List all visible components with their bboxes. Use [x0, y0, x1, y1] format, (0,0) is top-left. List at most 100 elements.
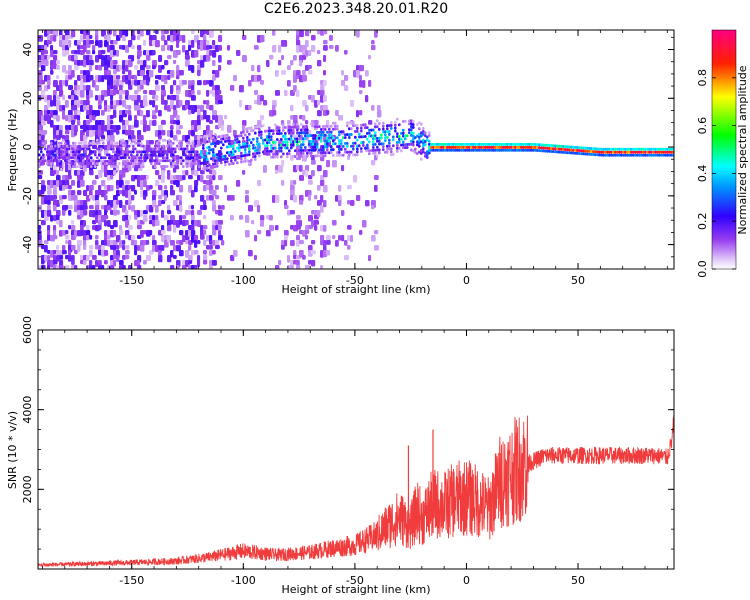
heatmap-cell	[269, 55, 274, 60]
heatmap-cell	[92, 180, 97, 185]
heatmap-cell	[612, 150, 615, 154]
heatmap-cell	[92, 45, 96, 51]
heatmap-cell	[250, 126, 253, 130]
heatmap-cell	[560, 144, 563, 148]
heatmap-cell	[176, 180, 180, 188]
heatmap-cell	[158, 138, 161, 142]
heatmap-cell	[506, 145, 509, 149]
heatmap-cell	[92, 159, 95, 163]
heatmap-cell	[70, 150, 73, 154]
heatmap-cell	[230, 144, 233, 148]
heatmap-cell	[44, 130, 48, 135]
snr-y-axis-title: SNR (10 * v/v)	[6, 411, 19, 489]
heatmap-cell	[572, 145, 575, 149]
heatmap-cell	[329, 45, 334, 49]
heatmap-cell	[137, 95, 141, 103]
heatmap-cell	[251, 220, 255, 225]
heatmap-cell	[53, 110, 58, 116]
heatmap-cell	[203, 80, 207, 86]
heatmap-cell	[80, 170, 85, 177]
heatmap-cell	[150, 147, 153, 151]
heatmap-cell	[172, 141, 175, 145]
heatmap-cell	[156, 159, 159, 163]
heatmap-cell	[56, 255, 60, 262]
heatmap-cell	[524, 142, 527, 146]
heatmap-cell	[41, 200, 45, 205]
heatmap-cell	[330, 124, 333, 128]
heatmap-cell	[162, 150, 165, 154]
heatmap-cell	[48, 156, 51, 160]
heatmap-cell	[140, 245, 145, 252]
heatmap-cell	[542, 146, 545, 150]
heatmap-cell	[152, 110, 156, 117]
heatmap-cell	[323, 55, 327, 62]
heatmap-cell	[50, 60, 54, 67]
heatmap-cell	[338, 185, 342, 192]
heatmap-cell	[336, 124, 339, 128]
heatmap-cell	[272, 30, 276, 36]
heatmap-cell	[286, 140, 289, 144]
heatmap-cell	[388, 147, 391, 151]
heatmap-cell	[218, 220, 223, 225]
heatmap-cell	[206, 45, 210, 50]
heatmap-cell	[402, 146, 405, 150]
heatmap-cell	[143, 195, 147, 200]
heatmap-cell	[84, 150, 87, 154]
heatmap-cell	[320, 105, 324, 111]
heatmap-cell	[236, 161, 239, 165]
heatmap-cell	[562, 150, 565, 154]
heatmap-cell	[660, 153, 663, 157]
heatmap-cell	[212, 40, 216, 46]
heatmap-cell	[340, 139, 343, 143]
heatmap-cell	[221, 125, 225, 131]
heatmap-cell	[310, 122, 313, 126]
heatmap-cell	[88, 153, 91, 157]
heatmap-cell	[666, 147, 669, 151]
heatmap-cell	[228, 142, 231, 146]
heatmap-cell	[161, 30, 165, 35]
heatmap-cell	[288, 137, 291, 141]
heatmap-cell	[158, 135, 162, 140]
heatmap-cell	[112, 147, 115, 151]
heatmap-cell	[130, 162, 133, 166]
heatmap-cell	[98, 225, 102, 231]
heatmap-cell	[134, 141, 137, 145]
heatmap-cell	[137, 265, 142, 269]
heatmap-cell	[244, 148, 247, 151]
heatmap-cell	[388, 130, 391, 133]
heatmap-cell	[298, 154, 301, 158]
heatmap-cell	[270, 146, 273, 150]
heatmap-cell	[484, 148, 487, 152]
heatmap-cell	[242, 136, 245, 140]
heatmap-cell	[538, 149, 541, 153]
heatmap-cell	[308, 140, 311, 143]
heatmap-cell	[90, 165, 93, 169]
heatmap-cell	[152, 65, 156, 70]
heatmap-cell	[346, 121, 349, 125]
heatmap-cell	[412, 126, 415, 129]
heatmap-cell	[284, 235, 288, 242]
heatmap-cell	[400, 137, 403, 141]
heatmap-cell	[78, 156, 81, 160]
heatmap-cell	[320, 180, 325, 187]
heatmap-cell	[170, 153, 173, 157]
heatmap-cell	[124, 156, 127, 160]
heatmap-cell	[215, 245, 220, 250]
heatmap-cell	[618, 150, 621, 154]
heatmap-cell	[152, 95, 156, 100]
heatmap-cell	[203, 250, 207, 255]
heatmap-cell	[216, 159, 219, 162]
heatmap-cell	[173, 105, 177, 111]
heatmap-cell	[576, 149, 579, 152]
heatmap-cell	[330, 151, 333, 155]
heatmap-cell	[508, 142, 511, 146]
spectrogram-x-tick-label: -100	[231, 274, 256, 287]
heatmap-cell	[190, 162, 193, 166]
heatmap-cell	[53, 255, 57, 262]
heatmap-cell	[142, 144, 145, 148]
heatmap-cell	[504, 142, 507, 146]
heatmap-cell	[292, 143, 295, 147]
heatmap-cell	[162, 165, 165, 169]
heatmap-cell	[370, 149, 373, 153]
heatmap-cell	[614, 147, 617, 151]
